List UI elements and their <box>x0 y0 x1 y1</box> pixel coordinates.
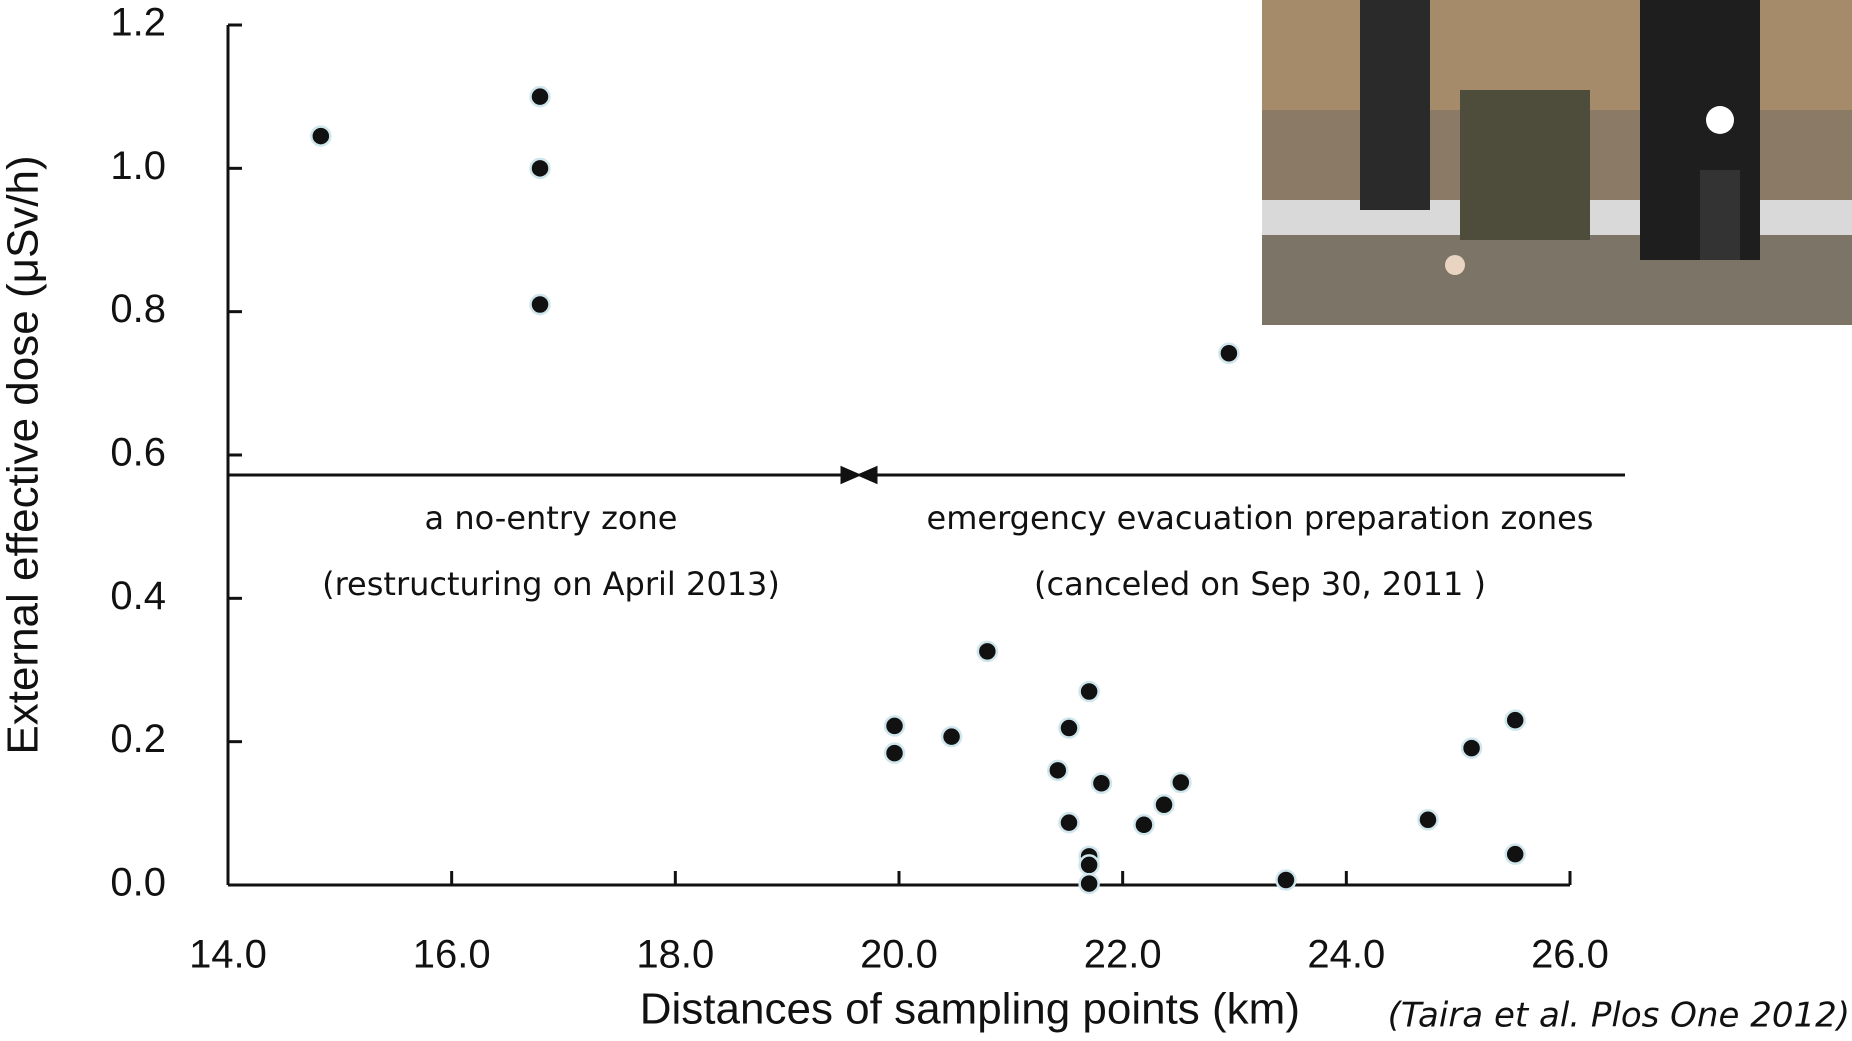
x-axis-label: Distances of sampling points (km) <box>640 985 1300 1034</box>
point <box>1078 854 1100 876</box>
x-tick-label: 22.0 <box>1084 933 1162 977</box>
x-tick-label: 24.0 <box>1307 933 1385 977</box>
annotation: a no-entry zone <box>425 499 678 537</box>
point <box>940 725 963 748</box>
point <box>529 293 551 316</box>
zone-arrows <box>228 465 1625 485</box>
point <box>529 85 551 108</box>
annotation: (canceled on Sep 30, 2011 ) <box>1034 565 1486 603</box>
point <box>1058 811 1080 834</box>
x-tick-label: 18.0 <box>636 933 714 977</box>
y-tick-label: 0.4 <box>110 574 166 618</box>
point <box>529 157 551 180</box>
y-tick-label: 1.2 <box>110 1 166 45</box>
point <box>1504 709 1526 731</box>
point <box>1460 737 1483 759</box>
citation: (Taira et al. Plos One 2012) <box>1388 996 1850 1036</box>
point <box>883 715 906 737</box>
y-tick-label: 0.6 <box>110 431 166 475</box>
y-tick-label: 0.2 <box>110 717 166 761</box>
y-tick-label: 0.0 <box>110 861 166 905</box>
point <box>1078 680 1100 703</box>
point <box>1047 759 1069 782</box>
annotation: emergency evacuation preparation zones <box>927 499 1594 537</box>
point <box>1133 814 1155 836</box>
annotation: (restructuring on April 2013) <box>322 565 780 603</box>
point <box>883 742 906 764</box>
point <box>310 125 332 147</box>
y-tick-label: 1.0 <box>110 144 166 188</box>
x-tick-label: 26.0 <box>1531 933 1609 977</box>
point <box>1218 342 1240 364</box>
point <box>1504 843 1526 865</box>
point <box>1058 717 1080 739</box>
y-tick-label: 0.8 <box>110 287 166 331</box>
point <box>1275 869 1297 891</box>
point <box>1153 793 1175 816</box>
x-tick-label: 16.0 <box>413 933 491 977</box>
y-axis-label: External effective dose (μSv/h) <box>0 155 48 754</box>
photo <box>1262 0 1852 325</box>
x-tick-label: 14.0 <box>189 933 267 977</box>
point <box>1090 772 1113 794</box>
point <box>976 640 999 663</box>
point <box>1417 809 1439 831</box>
x-tick-label: 20.0 <box>860 933 938 977</box>
point <box>1078 872 1100 895</box>
point <box>1170 771 1192 794</box>
